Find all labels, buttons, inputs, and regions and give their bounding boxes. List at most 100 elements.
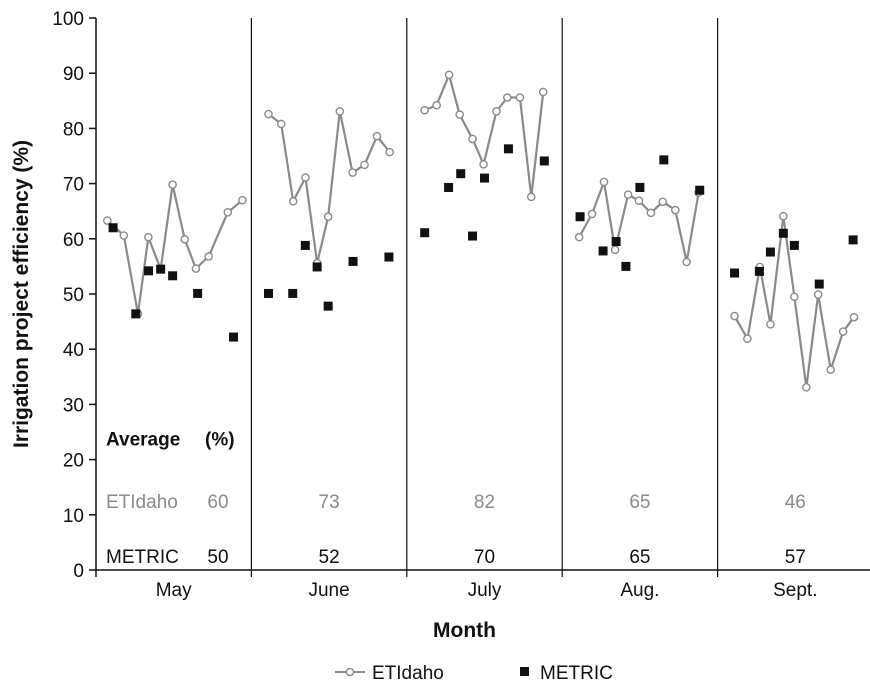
average-values: 60 73 82 65 46 50 52 70 65 57 [207, 492, 805, 568]
y-ticks: 0 10 20 30 40 50 60 70 80 90 100 [52, 9, 96, 582]
etidaho-point [599, 177, 609, 187]
etidaho-line-segment [267, 111, 391, 264]
series-etidaho [103, 70, 859, 392]
metric-point [814, 279, 824, 289]
metric-point [456, 169, 466, 179]
etidaho-point [238, 195, 247, 205]
etidaho-point [730, 311, 739, 321]
legend-metric-label: METRIC [540, 663, 613, 684]
metric-point [420, 228, 430, 238]
legend-metric-marker [520, 667, 529, 676]
metric-point [621, 261, 631, 271]
etidaho-point [372, 131, 382, 141]
etidaho-point [682, 257, 691, 267]
y-tick-label: 90 [63, 64, 84, 85]
metric-point [131, 309, 141, 319]
etidaho-point [264, 109, 273, 119]
etidaho-point [348, 168, 357, 177]
legend-etidaho-marker [345, 667, 355, 677]
metric-point [384, 252, 394, 262]
etidaho-point [587, 209, 597, 219]
average-metric-value: 70 [474, 547, 495, 568]
etidaho-point [526, 192, 536, 202]
etidaho-point [103, 216, 112, 225]
y-tick-label: 0 [73, 561, 84, 582]
metric-point [789, 240, 799, 250]
etidaho-point [634, 196, 644, 206]
average-metric-value: 65 [629, 547, 650, 568]
series-layer [103, 70, 859, 392]
metric-point [730, 268, 740, 278]
month-dividers [250, 18, 719, 577]
average-etidaho-value: 65 [629, 492, 650, 513]
metric-point [300, 240, 310, 250]
average-unit: (%) [205, 430, 235, 451]
average-metric-value: 50 [207, 547, 228, 568]
etidaho-point [503, 93, 512, 102]
average-etidaho-value: 73 [319, 492, 340, 513]
etidaho-point [288, 196, 298, 206]
etidaho-point [479, 159, 488, 169]
etidaho-line-segment [578, 177, 700, 263]
etidaho-point [658, 197, 668, 207]
metric-point [263, 288, 273, 298]
month-label: Aug. [620, 580, 659, 601]
average-heading: Average [106, 430, 180, 451]
x-ticks: May June July Aug. Sept. [156, 580, 818, 601]
metric-point [288, 288, 298, 298]
etidaho-point [168, 180, 177, 190]
etidaho-point [432, 100, 441, 110]
month-label: July [468, 580, 502, 601]
etidaho-point [813, 290, 823, 299]
y-tick-label: 40 [63, 340, 84, 361]
etidaho-point [492, 106, 501, 116]
metric-point [312, 262, 322, 272]
etidaho-point [802, 382, 811, 392]
etidaho-point [790, 292, 799, 302]
etidaho-point [455, 110, 464, 119]
metric-point [575, 212, 585, 222]
etidaho-point [515, 93, 525, 102]
etidaho-point [826, 365, 836, 374]
etidaho-point [538, 87, 548, 97]
metric-point [229, 332, 239, 342]
etidaho-point [671, 205, 680, 215]
etidaho-point [610, 245, 620, 255]
etidaho-point [779, 211, 788, 221]
etidaho-point [849, 312, 859, 322]
y-tick-label: 60 [63, 230, 84, 251]
month-label: Sept. [773, 580, 817, 601]
metric-point [598, 246, 608, 256]
etidaho-point [119, 231, 129, 240]
metric-point [156, 264, 166, 274]
y-tick-label: 30 [63, 395, 84, 416]
metric-point [659, 155, 669, 165]
y-tick-label: 80 [63, 119, 84, 140]
y-tick-label: 100 [52, 9, 84, 30]
metric-point [503, 144, 513, 154]
etidaho-point [766, 320, 775, 329]
etidaho-point [623, 190, 633, 199]
metric-point [468, 231, 478, 241]
y-tick-label: 50 [63, 285, 84, 306]
etidaho-point [385, 147, 395, 157]
average-row-etidaho-label: ETIdaho [106, 492, 178, 513]
legend-etidaho-label: ETIdaho [372, 663, 444, 684]
metric-point [168, 271, 178, 281]
average-etidaho-value: 82 [474, 492, 495, 513]
series-metric [108, 144, 858, 342]
month-label: May [156, 580, 192, 601]
etidaho-point [743, 334, 752, 344]
month-label: June [308, 580, 349, 601]
etidaho-point [838, 327, 848, 336]
metric-point [611, 237, 621, 247]
etidaho-point [323, 212, 333, 222]
etidaho-point [276, 119, 286, 129]
etidaho-point [301, 173, 310, 182]
etidaho-point [223, 208, 233, 217]
average-metric-value: 57 [785, 547, 806, 568]
y-tick-label: 70 [63, 175, 84, 196]
average-table: Average (%) ETIdaho METRIC 60 73 82 65 46 50 5… [106, 430, 806, 568]
etidaho-point [180, 235, 190, 244]
